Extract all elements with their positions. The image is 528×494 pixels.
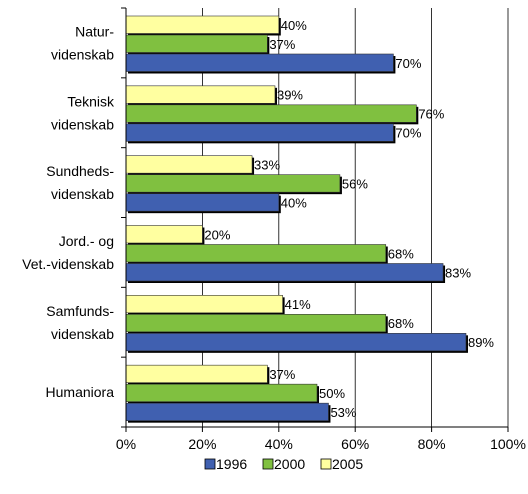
legend-swatch: [204, 458, 216, 470]
legend-swatch: [320, 458, 332, 470]
legend-label: 1996: [216, 456, 247, 472]
bar: [125, 85, 276, 104]
category-label: Samfunds-: [46, 303, 114, 319]
bar-value-label: 40%: [281, 18, 307, 33]
x-tick-label: 40%: [265, 436, 293, 452]
bar-value-label: 83%: [445, 265, 471, 280]
x-tick-label: 0%: [116, 436, 136, 452]
category-label: Natur-: [75, 23, 114, 39]
category-label: videnskab: [51, 186, 114, 202]
category-label: Sundheds-: [46, 163, 114, 179]
bar: [125, 364, 268, 383]
bar: [125, 314, 387, 333]
bar: [125, 244, 387, 263]
bar-value-label: 37%: [269, 37, 295, 52]
category-label: Jord.- og: [59, 233, 114, 249]
category-label: Teknisk: [67, 93, 115, 109]
bar-value-label: 89%: [468, 335, 494, 350]
bar: [125, 263, 444, 282]
bar-value-label: 40%: [281, 195, 307, 210]
bar: [125, 333, 467, 352]
x-tick-label: 20%: [188, 436, 216, 452]
x-tick-label: 80%: [418, 436, 446, 452]
bar-value-label: 70%: [395, 56, 421, 71]
bar: [125, 383, 318, 402]
x-tick-label: 100%: [490, 436, 526, 452]
bar: [125, 53, 394, 72]
category-label: videnskab: [51, 326, 114, 342]
category-label: Humaniora: [46, 384, 115, 400]
bar: [125, 123, 394, 142]
category-label: videnskab: [51, 116, 114, 132]
bar: [125, 174, 341, 193]
bar-value-label: 20%: [204, 227, 230, 242]
bar: [125, 193, 280, 212]
bar: [125, 34, 268, 53]
bar-value-label: 56%: [342, 176, 368, 191]
bar: [125, 225, 203, 244]
legend-swatch: [262, 458, 274, 470]
bar-value-label: 68%: [388, 316, 414, 331]
bar-value-label: 41%: [285, 297, 311, 312]
bar-value-label: 39%: [277, 88, 303, 103]
category-label: videnskab: [51, 46, 114, 62]
bar-value-label: 33%: [254, 157, 280, 172]
bar: [125, 104, 417, 123]
category-label: Vet.-videnskab: [22, 256, 114, 272]
bar-value-label: 37%: [269, 367, 295, 382]
bar-value-label: 68%: [388, 246, 414, 261]
legend-label: 2000: [274, 456, 305, 472]
bar-value-label: 70%: [395, 126, 421, 141]
legend-label: 2005: [332, 456, 363, 472]
bar: [125, 155, 253, 174]
bar: [125, 295, 283, 314]
bar-value-label: 50%: [319, 386, 345, 401]
x-tick-label: 60%: [341, 436, 369, 452]
bar-value-label: 53%: [330, 405, 356, 420]
bar-value-label: 76%: [418, 107, 444, 122]
bar: [125, 402, 329, 421]
bar: [125, 15, 280, 34]
